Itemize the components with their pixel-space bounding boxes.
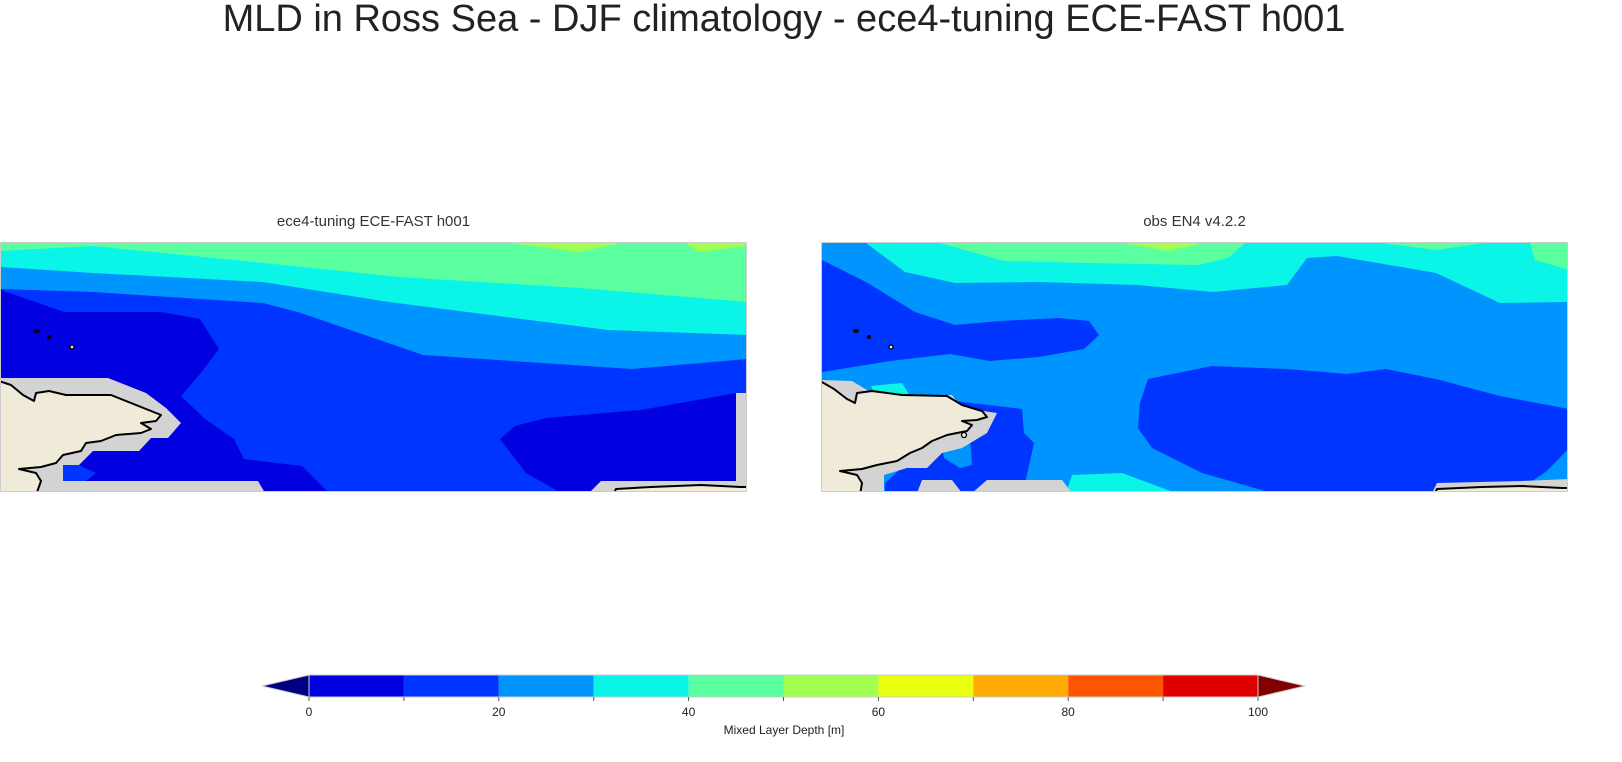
colorbar-segment [593, 675, 689, 697]
colorbar-label: Mixed Layer Depth [m] [723, 723, 845, 737]
colorbar-segment [878, 675, 974, 697]
contour-50-60 [685, 243, 746, 252]
colorbar-segment [783, 675, 879, 697]
antarctica-land [1, 380, 162, 491]
colorbar-segment [1163, 675, 1258, 697]
contour-10-20 [822, 260, 1099, 372]
colorbar-svg [261, 674, 1306, 701]
colorbar-segment [973, 675, 1069, 697]
island [960, 431, 968, 439]
colorbar-tick-label: 20 [492, 705, 506, 719]
land-mask [917, 480, 961, 491]
colorbar-extend-under [261, 674, 310, 698]
colorbar-tick-label: 60 [871, 705, 886, 719]
island [34, 329, 40, 333]
map-model [0, 242, 747, 492]
contour-0-10 [500, 393, 746, 491]
colorbar-segment [688, 675, 784, 697]
antarctica-land [1434, 485, 1567, 491]
contour-10-20 [1138, 366, 1567, 491]
colorbar-tick-label: 0 [305, 705, 313, 719]
antarctica-land [613, 484, 746, 491]
colorbar-segment [498, 675, 594, 697]
land-mask [591, 393, 746, 491]
island [47, 335, 51, 339]
island [69, 344, 75, 350]
contour-40-50 [1, 243, 746, 302]
contour-10-20 [63, 465, 96, 481]
contour-30-40 [1066, 473, 1171, 491]
island [867, 335, 871, 339]
land-mask [974, 480, 1071, 491]
island [853, 329, 859, 333]
contour-40-50 [1530, 243, 1567, 270]
colorbar [0, 665, 1622, 710]
antarctica-land [822, 380, 988, 491]
colorbar-tick-label: 100 [1247, 705, 1269, 719]
contour-50-60 [511, 243, 622, 252]
colorbar-tick-label: 80 [1061, 705, 1075, 719]
colorbar-segment [403, 675, 499, 697]
island [888, 344, 894, 350]
panel-title-obs: obs EN4 v4.2.2 [1143, 213, 1246, 230]
contour-40-50 [1381, 243, 1485, 250]
panel-title-model: ece4-tuning ECE-FAST h001 [276, 213, 471, 230]
contour-50-60 [1123, 243, 1203, 251]
colorbar-extend-over [1257, 674, 1306, 698]
colorbar-tick-label: 40 [681, 705, 696, 719]
colorbar-segment [1068, 675, 1164, 697]
colorbar-segment [309, 675, 404, 697]
map-obs [821, 242, 1568, 492]
figure-title: MLD in Ross Sea - DJF climatology - ece4… [222, 0, 1346, 40]
